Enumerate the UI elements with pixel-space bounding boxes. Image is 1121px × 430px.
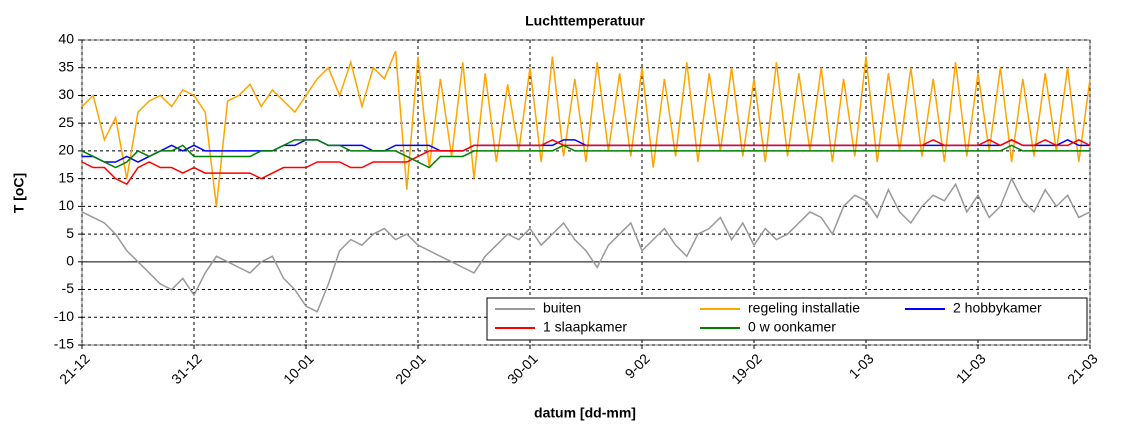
x-tick-label: 19-02: [728, 350, 765, 387]
legend-box: [486, 297, 1088, 341]
y-axis-label: T [oC]: [11, 173, 27, 213]
legend: buiten regeling installatie 2 hobbykamer 1 …: [486, 297, 1088, 341]
y-tick-label: 30: [58, 86, 74, 102]
x-tick-label: 11-03: [953, 350, 989, 386]
y-tick-label: -5: [62, 280, 75, 296]
x-tick-label: 1-03: [846, 350, 877, 381]
y-tick-label: 10: [58, 197, 74, 213]
legend-label: buiten: [543, 300, 581, 316]
y-tick-label: 5: [66, 225, 74, 241]
series-line: [81, 139, 1090, 169]
plot-area: [81, 39, 1091, 346]
y-tick-label: 40: [58, 31, 74, 47]
x-tick-label: 20-01: [392, 350, 429, 387]
chart-title: Luchttemperatuur: [525, 13, 645, 29]
y-tick-label: 15: [58, 169, 74, 185]
x-axis-label: datum [dd-mm]: [534, 405, 636, 421]
x-tick-label: 30-01: [504, 350, 541, 387]
legend-label: regeling installatie: [748, 300, 860, 316]
series-line: [81, 138, 1091, 186]
legend-label: 2 hobbykamer: [953, 300, 1042, 316]
y-tick-label: -15: [54, 336, 74, 352]
y-tick-label: 0: [66, 253, 74, 269]
y-tick-label: 35: [58, 58, 74, 74]
series-line: [81, 50, 1091, 207]
y-tick-label: 25: [58, 114, 74, 130]
y-tick-label: -10: [54, 308, 74, 324]
x-tick-label: 21-03: [1064, 350, 1101, 387]
legend-label: 1 slaapkamer: [543, 319, 627, 335]
x-tick-label: 31-12: [168, 350, 205, 387]
legend-label: 0 w oonkamer: [748, 319, 836, 335]
series-line: [81, 176, 1091, 313]
x-tick-label: 10-01: [280, 350, 317, 387]
x-tick-label: 9-02: [622, 350, 653, 381]
x-tick-label: 21-12: [56, 350, 93, 387]
y-tick-label: 20: [58, 142, 74, 158]
